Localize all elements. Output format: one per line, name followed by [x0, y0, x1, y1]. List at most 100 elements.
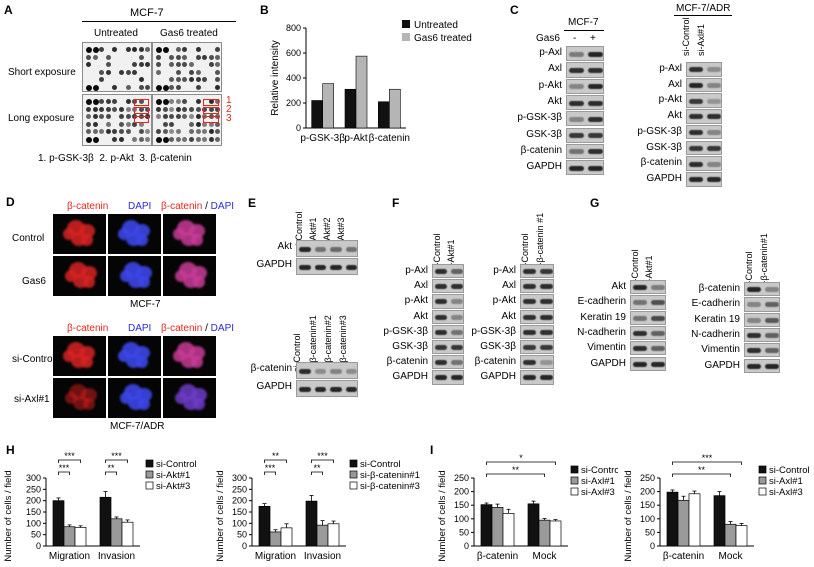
- array-spot: [189, 62, 194, 68]
- blot-band: [651, 285, 665, 291]
- legend-swatch: [349, 481, 358, 490]
- bar-si-axl-3: [735, 525, 748, 547]
- y-tick-label: 250: [232, 484, 247, 494]
- blot-row-label: p-Akt: [538, 79, 562, 91]
- blot-band: [451, 329, 463, 335]
- blot-band: [523, 299, 536, 305]
- significance-bracket: [672, 461, 742, 465]
- y-tick-label: 0: [242, 541, 247, 551]
- panel-label-e: E: [248, 196, 257, 210]
- significance-bracket: [58, 471, 70, 475]
- cell-blob: [83, 398, 95, 410]
- panel-a-row-long: Long exposure: [8, 113, 75, 124]
- array-spot: [99, 106, 105, 112]
- blot-band: [523, 345, 536, 351]
- array-spot: [119, 106, 124, 112]
- panel-a-caption: 1. p-GSK-3β 2. p-Akt 3. β-catenin: [38, 153, 192, 164]
- array-spot: [175, 69, 181, 75]
- blot-row-label: β-catenin: [386, 356, 428, 368]
- blot-band: [569, 116, 584, 122]
- array-spot: [169, 129, 175, 135]
- panel-a-cell-line: MCF-7: [130, 7, 164, 19]
- cell-blob: [120, 392, 132, 404]
- blot-row-label: p-Akt: [492, 295, 516, 307]
- y-tick-label: 0: [36, 541, 41, 551]
- spot-number-3: 3: [226, 113, 232, 124]
- blot-row-label: GAPDH: [256, 259, 292, 270]
- blot-band: [707, 130, 721, 136]
- bar-si-akt-1: [110, 518, 123, 547]
- array-short-gas6: [152, 42, 222, 92]
- legend-label: si-Control: [360, 459, 401, 470]
- array-spot: [175, 114, 181, 120]
- array-spot: [125, 114, 131, 120]
- bar-untreated: [311, 100, 323, 129]
- legend-label: si-Axl#3: [769, 487, 803, 498]
- array-spot: [169, 114, 175, 120]
- array-spot: [195, 106, 201, 112]
- array-spot: [86, 62, 91, 68]
- blot-band: [299, 368, 311, 374]
- bar-si-control: [305, 500, 318, 547]
- array-spot: [125, 69, 131, 75]
- legend-label: si-Akt#3: [156, 481, 190, 492]
- y-tick-label: 300: [232, 473, 247, 483]
- blot-band: [314, 264, 326, 270]
- panel-c-left-line: [564, 30, 604, 31]
- array-spot: [215, 54, 221, 60]
- array-spot: [119, 114, 124, 120]
- blot-band: [689, 98, 703, 104]
- blot-band: [588, 165, 603, 171]
- bar-si-axl-3: [502, 513, 515, 547]
- y-tick-label: 250: [640, 473, 655, 483]
- array-spot: [145, 129, 151, 135]
- d-top-channel-merge: β-catenin / DAPI: [161, 201, 235, 212]
- blot-row-label: Akt: [547, 95, 562, 107]
- blot-row-label: Keratin 19: [580, 311, 626, 323]
- array-spot: [175, 85, 181, 90]
- legend-label: si-Axl#1: [581, 476, 615, 487]
- blot-strip: [432, 324, 464, 339]
- blot-band: [569, 100, 584, 106]
- blot-band: [588, 67, 603, 73]
- array-spot: [162, 106, 168, 112]
- if-image: [163, 214, 216, 254]
- blot-band: [451, 360, 463, 366]
- array-spot: [195, 47, 201, 52]
- array-spot: [189, 121, 194, 127]
- array-spot: [169, 85, 175, 90]
- blot-band: [314, 246, 326, 252]
- legend-swatch: [402, 33, 410, 41]
- array-spot: [156, 106, 161, 112]
- blot-band: [345, 246, 357, 252]
- blot-strip: [520, 340, 554, 355]
- array-spot: [112, 47, 118, 52]
- blot-band: [435, 284, 447, 290]
- array-spot: [175, 137, 181, 142]
- blot-band: [651, 361, 665, 367]
- blot-strip: [744, 297, 780, 312]
- significance-bracket: [264, 459, 287, 463]
- blot-row-label: GAPDH: [590, 357, 626, 369]
- bar-si-control: [480, 504, 493, 547]
- legend-label: si-Akt#1: [156, 470, 190, 481]
- blot-band: [435, 314, 447, 320]
- bar-gas6-treated: [322, 83, 334, 129]
- blot-band: [707, 161, 721, 167]
- array-spot: [92, 106, 98, 112]
- significance-label: **: [272, 451, 280, 461]
- blot-strip: [566, 46, 604, 62]
- array-spot: [189, 137, 194, 142]
- array-spot: [105, 99, 111, 104]
- blot-row-label: Akt: [277, 241, 292, 252]
- legend-swatch: [145, 481, 154, 490]
- array-spot: [145, 62, 151, 68]
- array-spot: [208, 54, 214, 60]
- blot-row-label: p-Axl: [539, 47, 562, 58]
- d-top-channel-dapi: DAPI: [128, 201, 152, 212]
- if-image: [163, 256, 216, 296]
- blot-band: [523, 375, 536, 381]
- spot-box: [203, 116, 219, 123]
- blot-row-label: GAPDH: [480, 371, 516, 383]
- y-tick-label: 300: [26, 473, 41, 483]
